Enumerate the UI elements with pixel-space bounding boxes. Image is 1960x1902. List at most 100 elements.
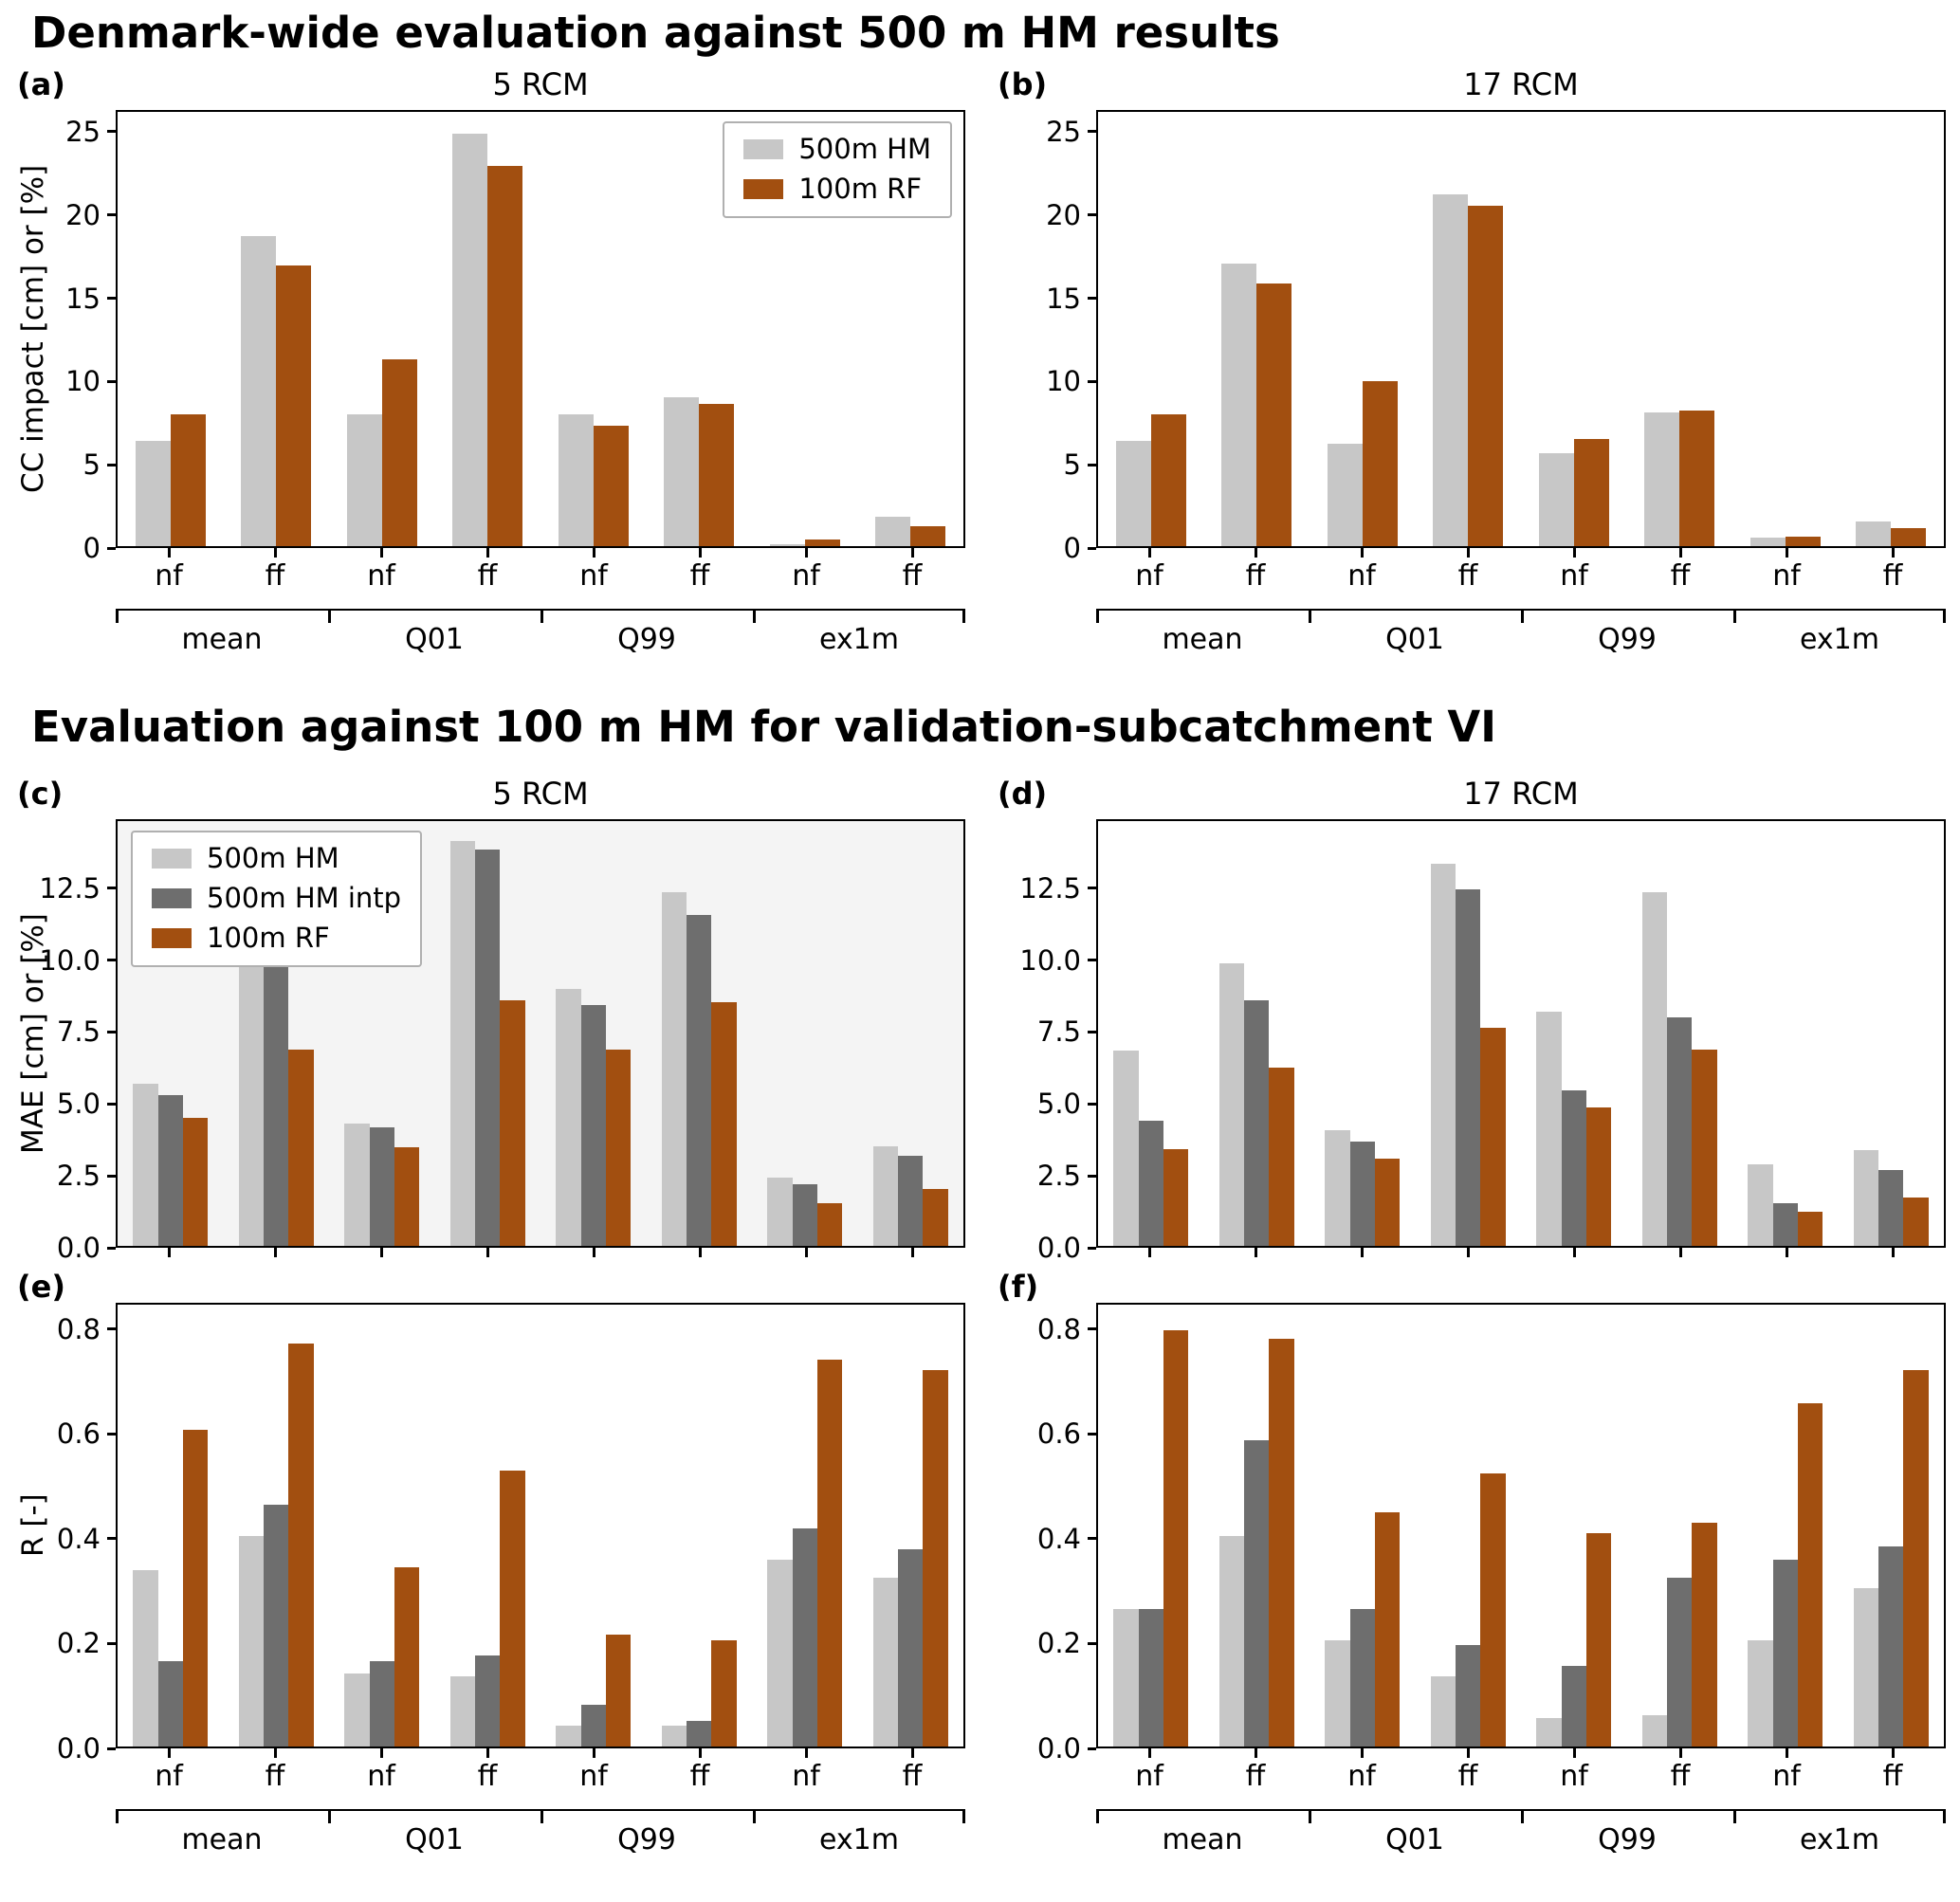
bar-group-Q01-nf xyxy=(1310,112,1416,546)
bar-hm500 xyxy=(661,892,687,1246)
x-tick-cell xyxy=(1096,1248,1202,1259)
y-tick-label: 10.0 xyxy=(1019,943,1081,977)
bar-group-Q01-nf xyxy=(329,112,435,546)
x-tick-mark xyxy=(1678,548,1682,558)
y-tick-label: 0.6 xyxy=(56,1417,101,1451)
y-tick-label: 0 xyxy=(1063,532,1081,564)
x-tick-mark xyxy=(485,1248,489,1257)
x-tick-label: nf xyxy=(367,1760,395,1793)
x-tick-cell xyxy=(328,548,434,559)
category-axis-tick xyxy=(1733,611,1736,623)
bar-rf100 xyxy=(1797,1403,1823,1747)
bar-hm500intp xyxy=(1349,1608,1375,1747)
panel-header: (a) 5 RCM xyxy=(17,66,965,110)
legend-label: 100m RF xyxy=(207,921,330,954)
bar-hm500 xyxy=(875,516,911,546)
bar-rf100 xyxy=(1163,1330,1189,1747)
panel-letter: (c) xyxy=(17,776,64,812)
bar-hm500intp xyxy=(1138,1120,1163,1246)
bar-rf100 xyxy=(1679,411,1715,546)
y-tick-label: 0.2 xyxy=(56,1627,101,1660)
x-tick-cell xyxy=(434,1248,540,1259)
category-axis-tick xyxy=(1309,611,1311,623)
bar-hm500 xyxy=(1113,1051,1139,1246)
x-tick-label: nf xyxy=(1772,559,1801,593)
bar-group-mean-nf xyxy=(118,112,224,546)
y-tick-mark xyxy=(107,546,116,550)
y-tick-label: 5.0 xyxy=(56,1088,101,1121)
category-axis-tick xyxy=(1096,611,1099,623)
x-tick-mark xyxy=(1147,1748,1151,1758)
legend-swatch-rf100 xyxy=(152,928,192,949)
plot-area xyxy=(1096,110,1946,548)
section-title-denmark-wide: Denmark-wide evaluation against 500 m HM… xyxy=(31,8,1280,58)
bar-group-ex1m-ff xyxy=(1839,112,1945,546)
x-tick-cell xyxy=(1202,1248,1309,1259)
bar-hm500intp xyxy=(1667,1017,1693,1246)
category-axis-tick xyxy=(753,611,756,623)
panel-header: (d) 17 RCM xyxy=(998,776,1946,819)
bar-group-mean-nf xyxy=(1098,821,1204,1246)
x-tick-label: ff xyxy=(1670,1760,1691,1793)
x-tick-cell xyxy=(1309,548,1415,559)
bar-rf100 xyxy=(593,425,629,546)
bar-group-Q01-nf xyxy=(1310,821,1416,1246)
bar-rf100 xyxy=(182,1117,209,1246)
x-tick-mark xyxy=(1572,548,1576,558)
legend: 500m HM 500m HM intp 100m RF xyxy=(131,831,423,967)
x-tick-cell xyxy=(434,1748,540,1760)
bar-hm500 xyxy=(558,413,594,546)
bar-rf100 xyxy=(1374,1512,1401,1747)
bar-hm500 xyxy=(1538,453,1574,546)
y-tick-column: 0 5 10 15 20 25 xyxy=(1030,110,1096,562)
bar-group-Q01-ff xyxy=(1416,112,1522,546)
y-tick-mark xyxy=(1088,213,1096,217)
category-label: ex1m xyxy=(1800,1823,1879,1856)
panel-b: (b) 17 RCM 0 5 10 15 20 25 nf ff nf ff nf ff nf ff mean Q… xyxy=(998,66,1946,656)
bar-rf100 xyxy=(1163,1148,1189,1246)
category-axis-tick xyxy=(1096,1811,1099,1823)
y-tick-label: 10 xyxy=(65,365,101,398)
x-tick-mark xyxy=(804,548,808,558)
bar-hm500intp xyxy=(792,1184,817,1246)
bar-rf100 xyxy=(1374,1159,1401,1246)
bar-group-mean-ff xyxy=(1204,1305,1310,1747)
y-tick-label: 2.5 xyxy=(56,1160,101,1193)
panel-letter: (d) xyxy=(998,776,1048,812)
legend-swatch-rf100 xyxy=(743,179,784,200)
x-tick-mark xyxy=(1360,1248,1364,1257)
y-tick-mark xyxy=(1088,887,1096,890)
bar-hm500 xyxy=(1749,538,1786,546)
bar-rf100 xyxy=(1797,1211,1823,1246)
y-axis: CC impact [cm] or [%] 0 5 10 15 20 25 xyxy=(16,110,116,562)
category-label: Q01 xyxy=(1385,623,1444,656)
x-tick-label: nf xyxy=(367,559,395,593)
bar-group-ex1m-ff xyxy=(1839,1305,1945,1747)
x-tick-mark xyxy=(379,548,383,558)
x-tick-cell xyxy=(1733,1748,1840,1760)
x-tick-cell xyxy=(1733,1248,1840,1259)
x-tick-cell xyxy=(1733,548,1840,559)
category-axis: mean Q01 Q99 ex1m xyxy=(1096,1809,1946,1856)
bar-rf100 xyxy=(1150,413,1186,546)
y-tick-mark xyxy=(1088,1030,1096,1033)
bar-hm500intp xyxy=(1138,1608,1163,1747)
panel-body: 0.0 0.2 0.4 0.6 0.8 nf ff nf ff nf ff nf ff mean Q01 Q9… xyxy=(998,1303,1946,1856)
x-tick-mark xyxy=(1891,1248,1895,1257)
bar-rf100 xyxy=(699,404,735,546)
bar-rf100 xyxy=(605,1635,632,1747)
category-label: ex1m xyxy=(819,623,899,656)
bar-group-Q01-nf xyxy=(1310,1305,1416,1747)
x-tick-label: ff xyxy=(1457,1760,1478,1793)
x-tick-label: nf xyxy=(1347,1760,1376,1793)
bar-group-Q99-nf xyxy=(540,821,647,1246)
panel-header: (b) 17 RCM xyxy=(998,66,1946,110)
bar-group-Q99-ff xyxy=(1627,112,1733,546)
bar-group-Q99-ff xyxy=(1627,1305,1733,1747)
x-tick-mark xyxy=(698,1248,702,1257)
y-tick-mark xyxy=(1088,130,1096,134)
panel-letter: (e) xyxy=(17,1269,65,1305)
x-tick-mark xyxy=(485,548,489,558)
bar-hm500 xyxy=(1115,440,1151,546)
x-tick-cell xyxy=(222,1748,328,1760)
